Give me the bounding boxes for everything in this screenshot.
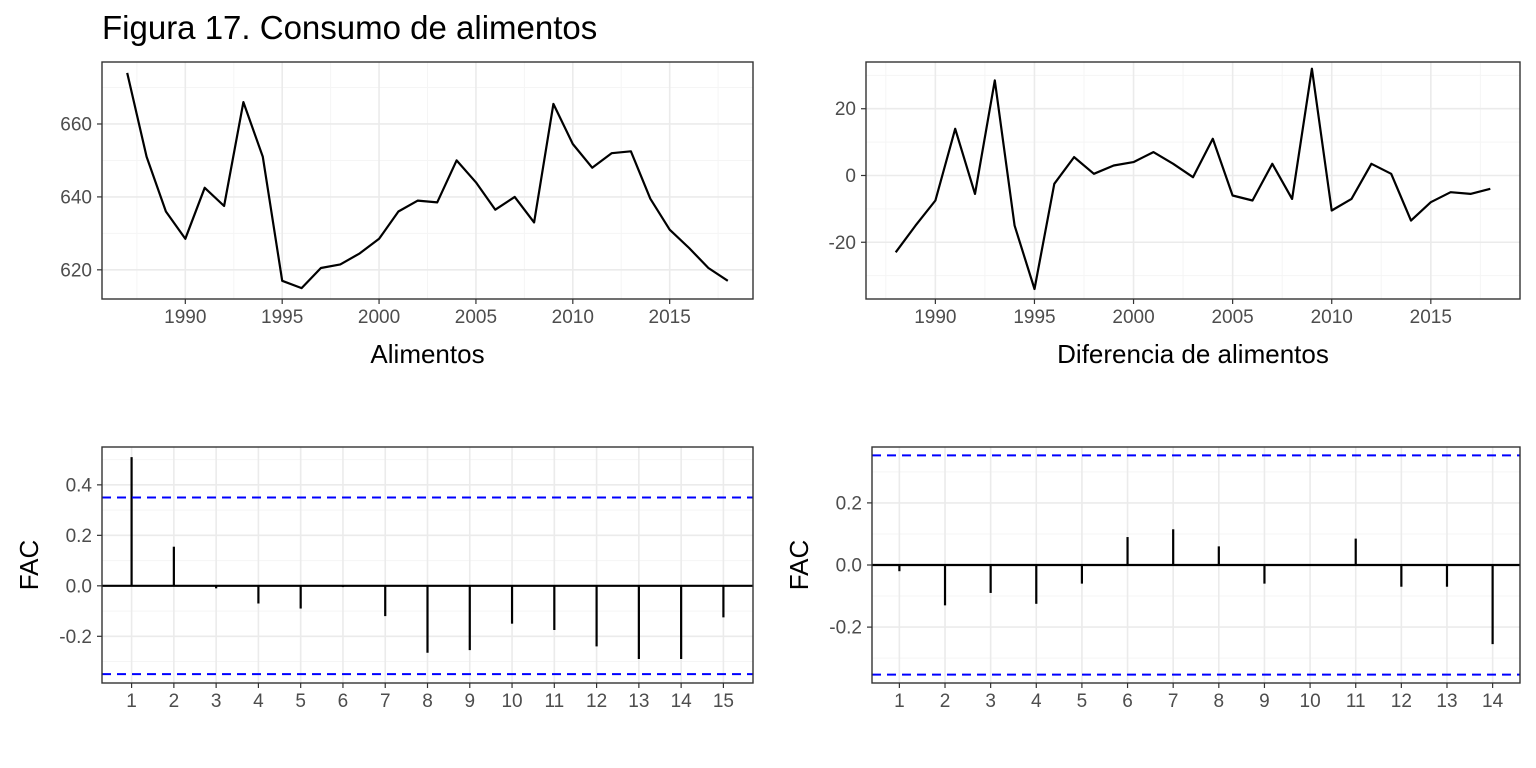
- chart-4-xtick-label: 1: [894, 691, 905, 712]
- chart-2-xtick-label: 2010: [1311, 307, 1353, 328]
- chart-4-xtick-label: 6: [1122, 691, 1133, 712]
- chart-4-y-axis-title: FAC: [784, 540, 814, 591]
- chart-1-ytick-label: 640: [60, 187, 92, 208]
- chart-1-xtick-label: 2010: [552, 307, 594, 328]
- chart-1-xtick-label: 1990: [164, 307, 206, 328]
- chart-4-xtick-label: 13: [1436, 691, 1457, 712]
- chart-3-xtick-label: 12: [586, 691, 607, 712]
- chart-1-series-line: [126, 72, 729, 290]
- chart-4-xtick-label: 5: [1077, 691, 1088, 712]
- chart-4-ytick-label: 0.2: [836, 493, 862, 514]
- chart-3-xtick-label: 1: [126, 691, 137, 712]
- chart-3-ytick-label: 0.0: [66, 576, 92, 597]
- chart-4-xtick-label: 4: [1031, 691, 1042, 712]
- chart-3-xtick-label: 8: [422, 691, 433, 712]
- panel-alimentos-series: 1990 1995 2000 2005 2010 2015 620 640 660 Aliment…: [60, 61, 754, 369]
- chart-1-panel-border: [101, 61, 754, 300]
- chart-3-xtick-label: 15: [713, 691, 734, 712]
- chart-4-xtick-label: 11: [1346, 691, 1366, 712]
- chart-3-ytick-label: 0.4: [66, 475, 93, 496]
- chart-4-ytick-label: 0.0: [836, 556, 862, 577]
- chart-3-ytick-label: -0.2: [59, 627, 92, 648]
- chart-1-xtick-label: 2005: [455, 307, 497, 328]
- chart-1-ytick-label: 660: [60, 114, 92, 135]
- chart-3-xtick-label: 14: [671, 691, 693, 712]
- chart-2-series-line: [894, 67, 1491, 291]
- chart-3-xtick-label: 11: [544, 691, 564, 712]
- chart-4-xtick-label: 2: [940, 691, 951, 712]
- chart-3-ytick-label: 0.2: [66, 526, 92, 547]
- chart-2-xtick-label: 2000: [1112, 307, 1154, 328]
- panel-diferencia-series: 1990 1995 2000 2005 2010 2015 -20 0 20 Diferencia…: [829, 61, 1521, 369]
- chart-2-ytick-label: 20: [835, 99, 856, 120]
- chart-4-xtick-label: 12: [1391, 691, 1412, 712]
- chart-4-xtick-label: 3: [985, 691, 996, 712]
- chart-4-xtick-label: 8: [1214, 691, 1225, 712]
- chart-1-xtick-label: 1995: [261, 307, 303, 328]
- chart-3-xtick-label: 4: [253, 691, 264, 712]
- chart-3-xtick-label: 3: [211, 691, 222, 712]
- chart-4-xtick-label: 10: [1300, 691, 1321, 712]
- chart-4-xtick-label: 7: [1168, 691, 1179, 712]
- chart-2-ytick-label: 0: [845, 166, 856, 187]
- chart-2-xtick-label: 2015: [1410, 307, 1452, 328]
- chart-3-y-axis-title: FAC: [14, 540, 44, 591]
- chart-2-xtick-label: 1990: [914, 307, 956, 328]
- chart-1-ytick-label: 620: [60, 260, 92, 281]
- chart-4-xtick-label: 9: [1259, 691, 1270, 712]
- chart-2-panel-border: [865, 61, 1521, 300]
- chart-4-xtick-label: 14: [1482, 691, 1504, 712]
- chart-2-xtick-label: 2005: [1211, 307, 1253, 328]
- chart-2-ytick-label: -20: [829, 233, 856, 254]
- chart-3-xtick-label: 10: [501, 691, 522, 712]
- chart-1-xtick-label: 2000: [358, 307, 400, 328]
- chart-4-ytick-label: -0.2: [829, 618, 862, 639]
- chart-2-xtick-label: 1995: [1013, 307, 1055, 328]
- chart-3-xtick-label: 2: [169, 691, 180, 712]
- figure-title: Figura 17. Consumo de alimentos: [102, 9, 597, 46]
- chart-3-xtick-label: 5: [295, 691, 306, 712]
- chart-3-xtick-label: 7: [380, 691, 391, 712]
- chart-3-xtick-label: 6: [338, 691, 349, 712]
- chart-3-xtick-label: 9: [464, 691, 475, 712]
- chart-3-xtick-label: 13: [628, 691, 649, 712]
- chart-1-x-axis-title: Alimentos: [370, 339, 484, 369]
- chart-1-xtick-label: 2015: [649, 307, 691, 328]
- chart-2-x-axis-title: Diferencia de alimentos: [1057, 339, 1329, 369]
